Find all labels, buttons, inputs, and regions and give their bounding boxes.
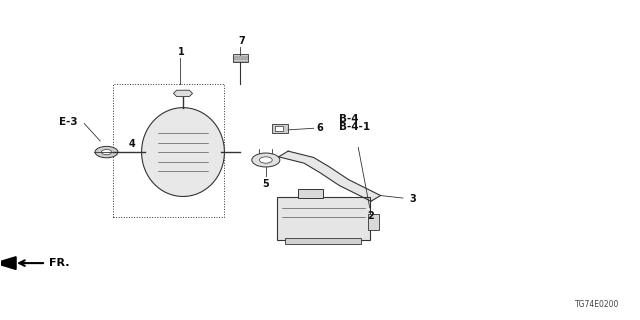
Text: B-4-1: B-4-1: [339, 122, 371, 132]
Text: B-4: B-4: [339, 114, 359, 124]
Polygon shape: [173, 90, 193, 97]
Text: 3: 3: [409, 194, 416, 204]
Text: TG74E0200: TG74E0200: [575, 300, 620, 309]
Text: 5: 5: [262, 179, 269, 189]
Circle shape: [101, 149, 111, 155]
Circle shape: [95, 146, 118, 158]
Text: 7: 7: [238, 36, 245, 46]
Polygon shape: [278, 151, 381, 201]
Text: 4: 4: [129, 139, 136, 149]
Bar: [368, 214, 380, 230]
Text: 6: 6: [317, 123, 324, 133]
Ellipse shape: [141, 108, 225, 196]
Bar: [272, 124, 288, 133]
Circle shape: [252, 153, 280, 167]
Bar: [275, 126, 283, 131]
Text: 2: 2: [367, 211, 374, 221]
Bar: [113, 84, 225, 217]
Polygon shape: [0, 257, 16, 269]
Text: 1: 1: [178, 47, 184, 57]
Bar: [298, 188, 323, 198]
Bar: [285, 238, 362, 244]
Bar: [233, 54, 248, 62]
Circle shape: [259, 157, 272, 163]
Text: E-3: E-3: [59, 117, 77, 127]
FancyBboxPatch shape: [276, 197, 370, 240]
Text: FR.: FR.: [49, 258, 70, 268]
